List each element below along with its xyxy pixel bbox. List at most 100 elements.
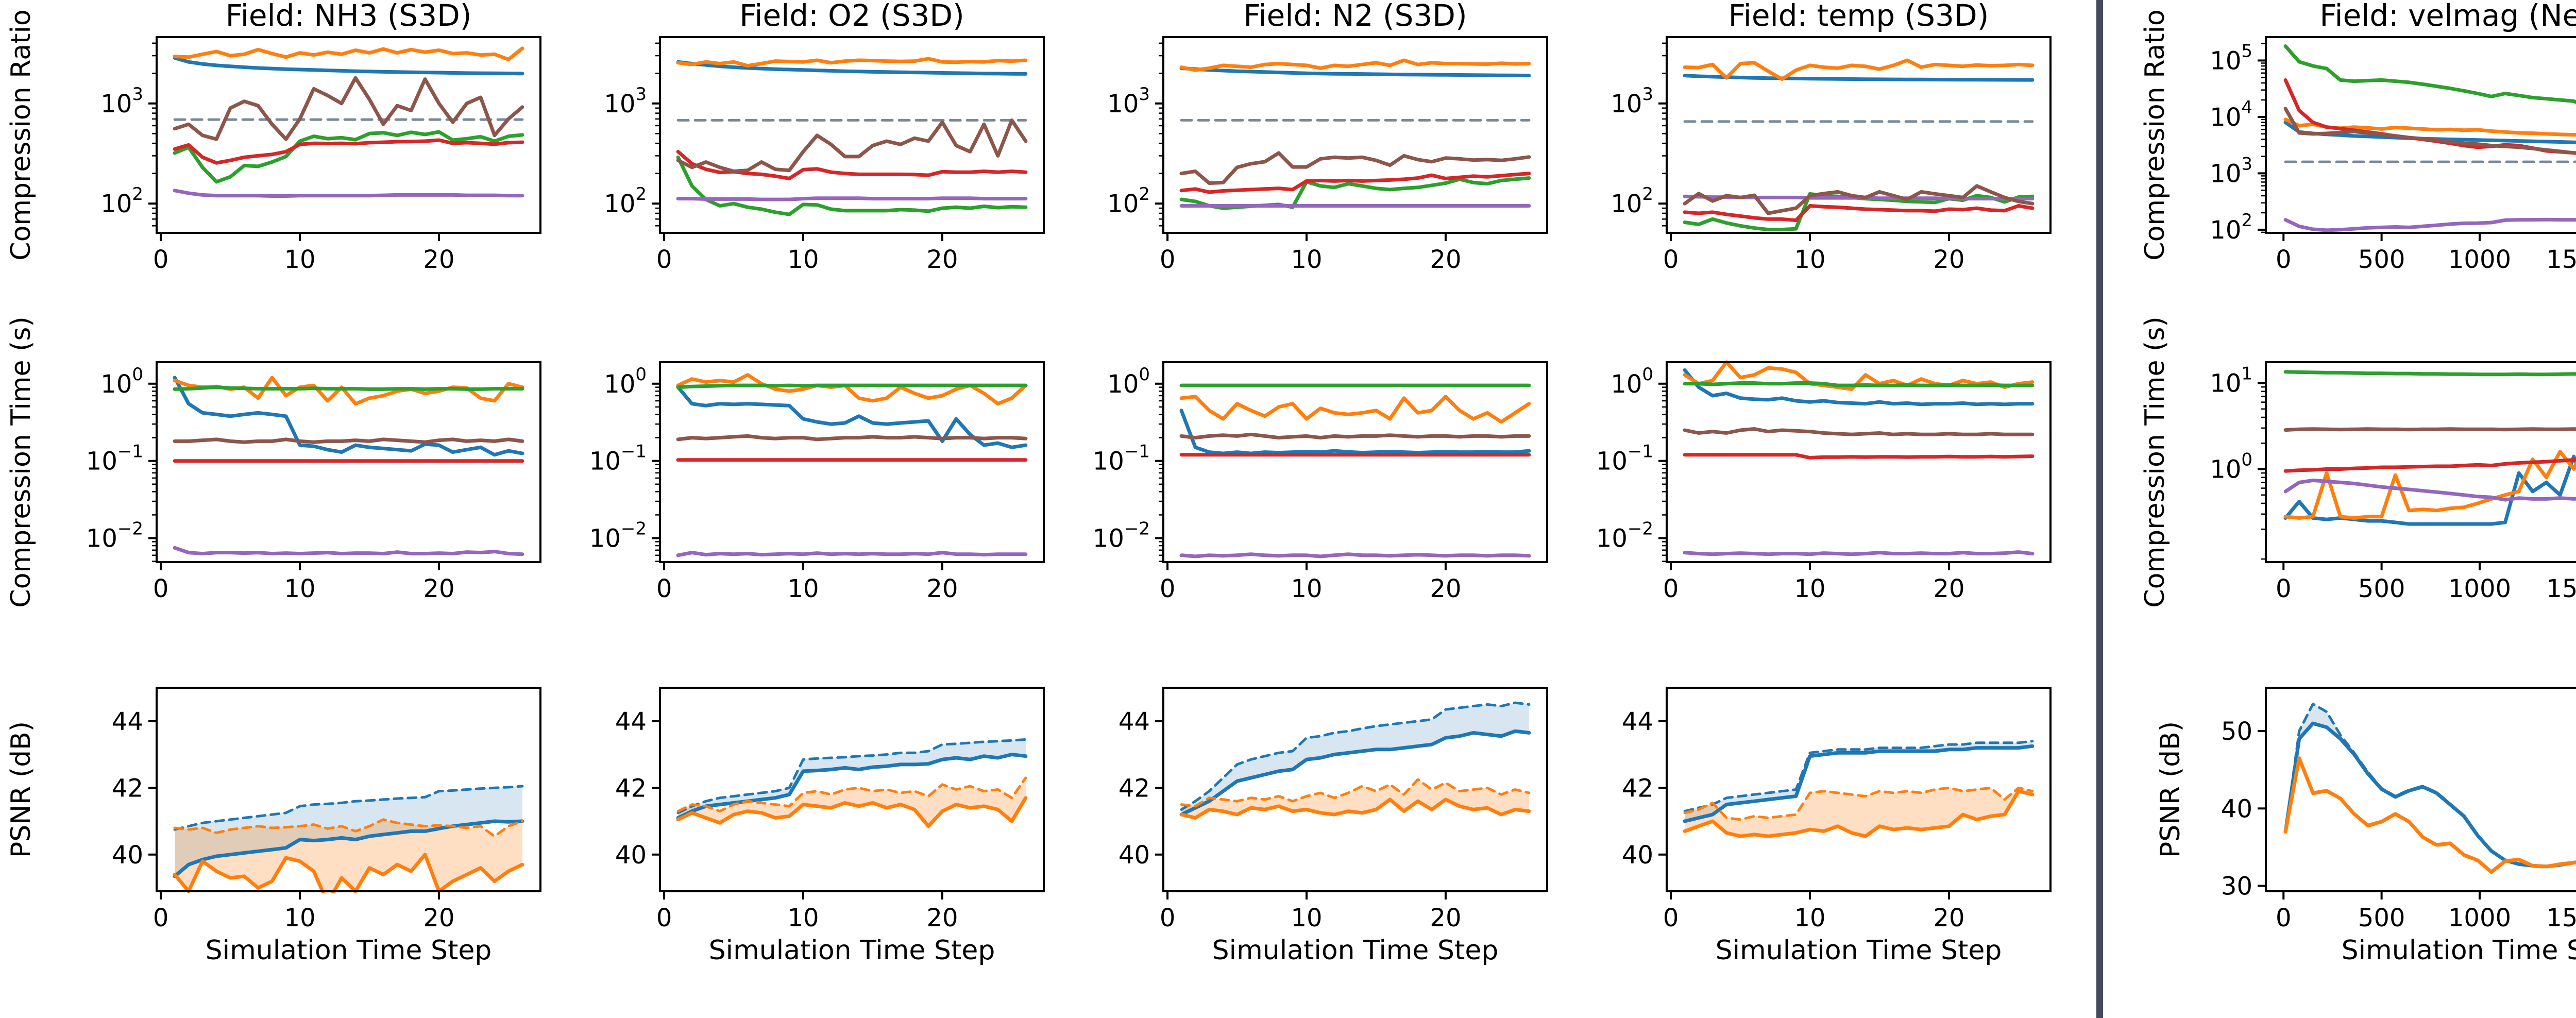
series-ZFP[interactable]	[173, 189, 524, 198]
series-cached[interactable]	[173, 819, 524, 878]
x-tick-label: 0	[656, 574, 672, 603]
series-uncached-uncomp[interactable]	[173, 818, 524, 838]
y-tick-label: 100	[100, 364, 143, 399]
x-tick-label: 10	[787, 904, 819, 932]
plot-background	[2266, 688, 2576, 891]
series-uncached-uncomp[interactable]	[1683, 786, 2034, 821]
series-dvnr-uncached-[interactable]	[2283, 419, 2576, 520]
series-cached-uncomp[interactable]	[1683, 740, 2034, 813]
series-cached-uncomp[interactable]	[1180, 701, 1531, 811]
series-dvnr-uncached-[interactable]	[676, 57, 1028, 68]
panel-n2-ratio: 0 10 20 102 103 Field: N2 (S3D)	[1107, 0, 1548, 274]
series-SZ3[interactable]	[1683, 453, 2035, 460]
x-axis-label: Simulation Time Step	[1212, 935, 1499, 966]
series-uncached-uncomp[interactable]	[2284, 757, 2576, 874]
series-dvnr[interactable]	[173, 376, 524, 457]
series-TTHRESH[interactable]	[2283, 370, 2576, 377]
series-cached[interactable]	[1179, 729, 1531, 817]
y-tick-label: 10−1	[1093, 442, 1150, 476]
series-dvnr-uncached-[interactable]	[2283, 117, 2576, 138]
series-SPERR[interactable]	[2283, 107, 2576, 160]
series-dvnr-uncached-[interactable]	[1683, 58, 2035, 81]
series-dvnr[interactable]	[2283, 121, 2576, 147]
panel-temp-psnr: 0 10 20 40 42 44 Simulation Time Step	[1622, 687, 2052, 966]
series-ZFP[interactable]	[676, 196, 1028, 201]
series-dvnr[interactable]	[1683, 368, 2035, 406]
x-tick-label: 20	[1933, 574, 1964, 603]
series-SPERR[interactable]	[676, 434, 1028, 442]
series-TTHRESH[interactable]	[676, 383, 1028, 389]
axes-frame	[659, 36, 1045, 234]
x-tick-label: 10	[787, 245, 819, 274]
series-ZFP[interactable]	[2283, 217, 2576, 232]
fill-uncached	[175, 819, 522, 893]
series-dvnr-uncached-[interactable]	[1179, 395, 1531, 424]
series-ZFP[interactable]	[676, 551, 1028, 557]
x-tick-label: 0	[656, 904, 672, 932]
series-dvnr-uncached-[interactable]	[1179, 58, 1531, 72]
series-uncached[interactable]	[1179, 798, 1531, 820]
series-cached-uncomp[interactable]	[173, 785, 524, 831]
series-SPERR[interactable]	[2283, 427, 2576, 432]
series-SZ3[interactable]	[173, 138, 524, 165]
series-uncached-uncomp[interactable]	[1180, 778, 1531, 808]
series-TTHRESH[interactable]	[676, 155, 1028, 216]
plot-background	[1163, 362, 1547, 562]
series-dvnr[interactable]	[1179, 409, 1531, 455]
series-dvnr-uncached-[interactable]	[1683, 360, 2035, 391]
y-tick-label: 40	[112, 841, 143, 870]
column-divider	[2096, 0, 2103, 1018]
series-ZFP[interactable]	[1683, 550, 2035, 556]
x-tick-label: 1500	[2546, 245, 2576, 274]
y-tick-label: 103	[604, 84, 647, 118]
series-dvnr[interactable]	[676, 60, 1028, 76]
panel-velmag-time: 0500100015002000100101Compression Time (…	[2140, 316, 2576, 608]
series-dvnr[interactable]	[173, 56, 524, 76]
series-uncached[interactable]	[676, 796, 1028, 828]
y-tick-label: 10−2	[86, 519, 143, 553]
series-ZFP[interactable]	[1179, 552, 1531, 558]
series-cached[interactable]	[1683, 744, 2035, 823]
axes-frame	[2265, 687, 2576, 892]
x-tick-label: 20	[1430, 574, 1461, 603]
x-tick-label: 1000	[2448, 904, 2511, 932]
series-SPERR[interactable]	[173, 76, 524, 141]
y-tick-label: 104	[2210, 97, 2252, 132]
y-tick-label: 10−2	[1596, 519, 1653, 553]
series-ZFP[interactable]	[173, 546, 524, 556]
series-cached-uncomp[interactable]	[676, 738, 1027, 815]
series-dvnr[interactable]	[1179, 66, 1531, 78]
x-tick-label: 0	[2276, 574, 2292, 603]
series-SPERR[interactable]	[676, 118, 1028, 173]
x-axis-label: Simulation Time Step	[709, 935, 995, 966]
series-uncached-uncomp[interactable]	[676, 776, 1027, 813]
series-TTHRESH[interactable]	[173, 130, 524, 184]
series-TTHRESH[interactable]	[1683, 381, 2035, 387]
series-SPERR[interactable]	[1179, 432, 1531, 440]
x-tick-label: 1000	[2448, 574, 2511, 603]
series-TTHRESH[interactable]	[2283, 44, 2576, 114]
y-axis-label: PSNR (dB)	[2155, 721, 2186, 858]
series-SPERR[interactable]	[1683, 427, 2035, 436]
series-SZ3[interactable]	[1179, 172, 1531, 194]
series-SZ3[interactable]	[2283, 457, 2576, 473]
series-dvnr-uncached-[interactable]	[173, 46, 524, 61]
y-tick-label: 103	[100, 84, 143, 118]
y-tick-label: 42	[1118, 774, 1150, 803]
series-ZFP[interactable]	[2283, 478, 2576, 502]
series-dvnr[interactable]	[676, 385, 1028, 449]
series-dvnr[interactable]	[1683, 74, 2035, 82]
series-SPERR[interactable]	[1683, 184, 2035, 215]
x-tick-label: 10	[284, 245, 315, 274]
x-tick-label: 500	[2358, 245, 2405, 274]
series-SZ3[interactable]	[1683, 204, 2035, 223]
series-SPERR[interactable]	[1179, 151, 1531, 185]
y-tick-label: 102	[1107, 184, 1150, 218]
series-SPERR[interactable]	[173, 437, 524, 444]
series-TTHRESH[interactable]	[173, 385, 524, 391]
series-cached[interactable]	[676, 753, 1028, 820]
y-axis-label: Compression Ratio	[2140, 9, 2171, 260]
series-uncached[interactable]	[1683, 789, 2035, 838]
series-uncached[interactable]	[173, 853, 524, 903]
